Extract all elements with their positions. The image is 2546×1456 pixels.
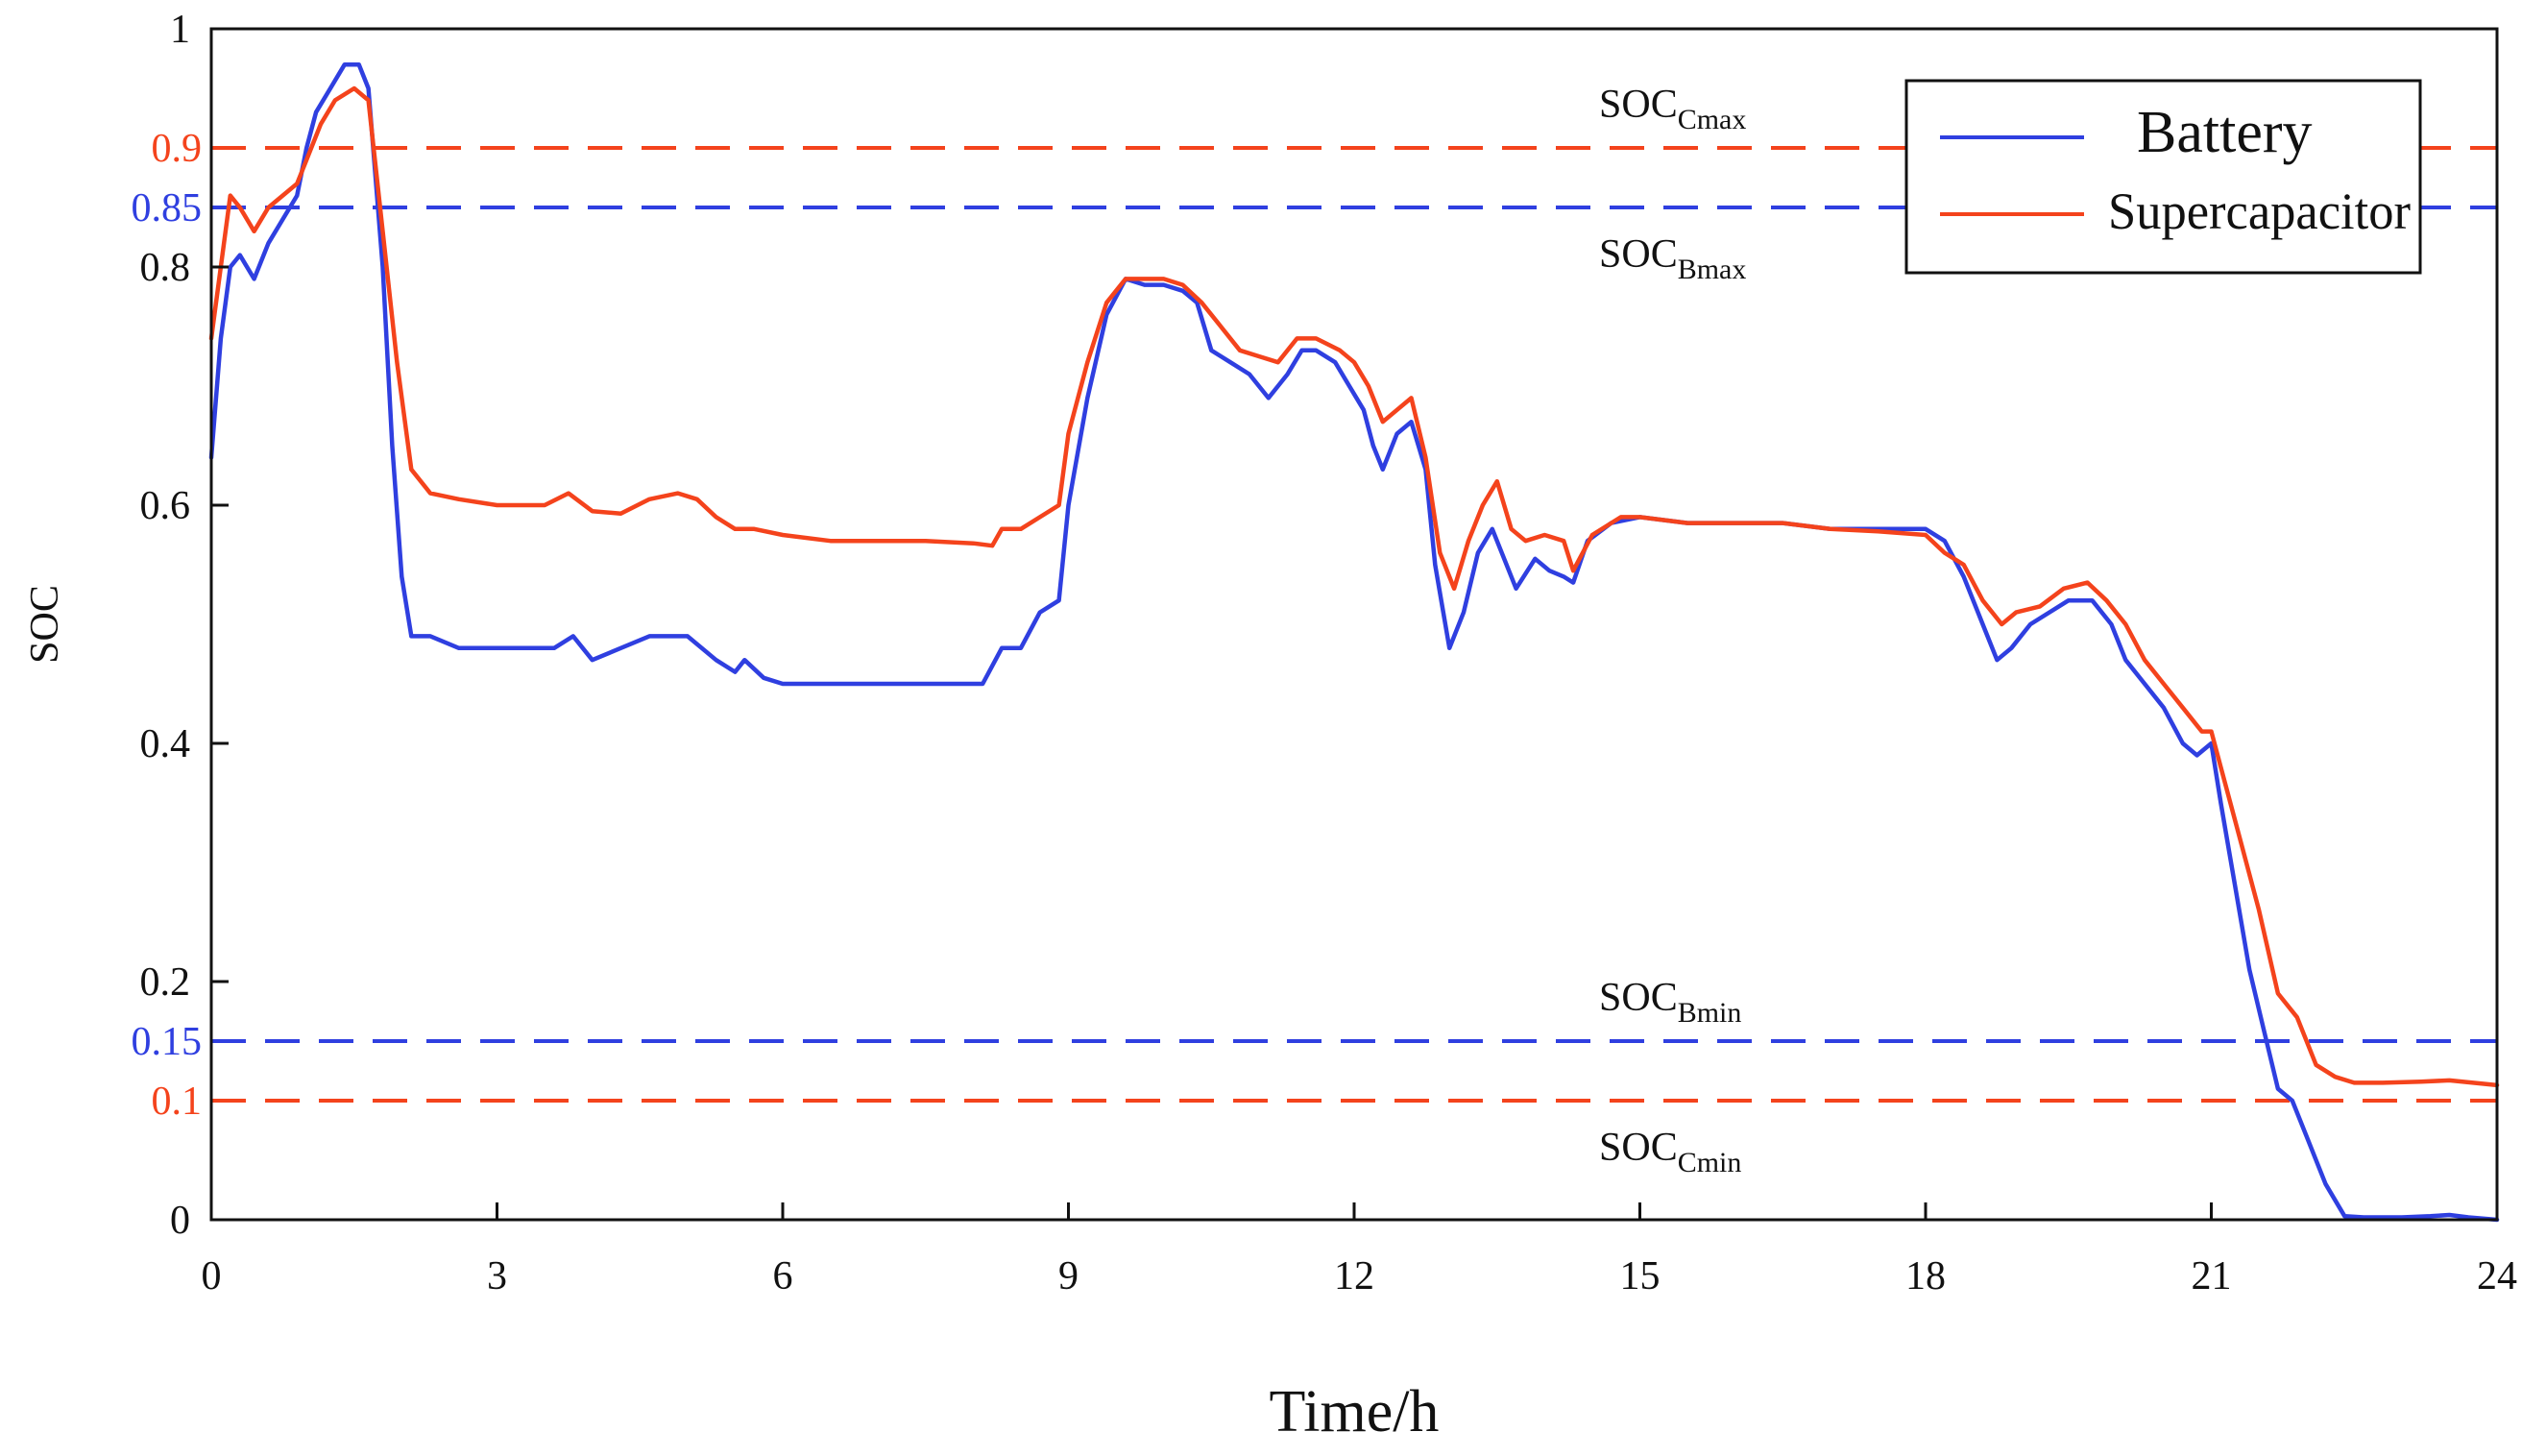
reference-line-label: 0.1 <box>152 1080 203 1124</box>
reference-line-label: 0.15 <box>132 1020 203 1064</box>
soc-limit-annotation-sub: Cmin <box>1678 1147 1742 1178</box>
x-tick-label: 9 <box>1058 1254 1079 1298</box>
legend: Battery Supercapacitor <box>1904 79 2422 275</box>
y-axis-title: SOC <box>23 585 67 664</box>
y-tick-label: 0.2 <box>140 960 191 1005</box>
soc-limit-annotation: SOCCmax <box>1599 83 1746 135</box>
legend-box <box>1904 79 2422 275</box>
soc-limit-annotation-main: SOC <box>1599 232 1678 277</box>
x-tick-label: 18 <box>1905 1254 1946 1298</box>
legend-label-battery: Battery <box>2137 100 2313 165</box>
legend-label-supercapacitor: Supercapacitor <box>2108 182 2411 240</box>
series-line-supercapacitor <box>208 85 2500 1088</box>
y-tick-label: 0.8 <box>140 246 191 290</box>
x-tick-label: 3 <box>487 1254 507 1298</box>
soc-limit-annotation-main: SOC <box>1599 83 1678 127</box>
y-tick-label: 0.4 <box>140 722 191 766</box>
reference-line-label: 0.85 <box>132 186 203 231</box>
y-tick-label: 0.6 <box>140 484 191 528</box>
axis-ticks: 0 3 6 9 12 15 18 21 24 0 0.2 0.4 0.6 0.8 1 <box>140 8 2518 1298</box>
x-tick-label: 21 <box>2192 1254 2232 1298</box>
x-tick-label: 15 <box>1620 1254 1661 1298</box>
reference-line-label: 0.9 <box>152 127 203 171</box>
soc-limit-annotation: SOCCmin <box>1599 1126 1741 1178</box>
y-tick-label: 1 <box>170 8 190 52</box>
soc-limit-annotation: SOCBmin <box>1599 976 1741 1029</box>
y-tick-label: 0 <box>170 1199 190 1243</box>
x-axis-title: Time/h <box>1270 1379 1440 1444</box>
series-layer <box>208 61 2500 1223</box>
soc-limit-annotations: 0.9SOCCmax0.85SOCBmax0.15SOCBmin0.1SOCCm… <box>132 83 1747 1178</box>
soc-limit-annotation-sub: Bmin <box>1678 997 1742 1029</box>
series-line-battery <box>208 61 2500 1223</box>
soc-limit-annotation: SOCBmax <box>1599 232 1746 285</box>
soc-limit-annotation-main: SOC <box>1599 976 1678 1020</box>
x-tick-label: 24 <box>2477 1254 2517 1298</box>
soc-limit-annotation-sub: Cmax <box>1678 104 1747 135</box>
soc-limit-annotation-main: SOC <box>1599 1126 1678 1170</box>
x-tick-label: 6 <box>773 1254 793 1298</box>
x-tick-label: 0 <box>202 1254 222 1298</box>
soc-limit-annotation-sub: Bmax <box>1678 254 1747 285</box>
x-tick-label: 12 <box>1334 1254 1374 1298</box>
